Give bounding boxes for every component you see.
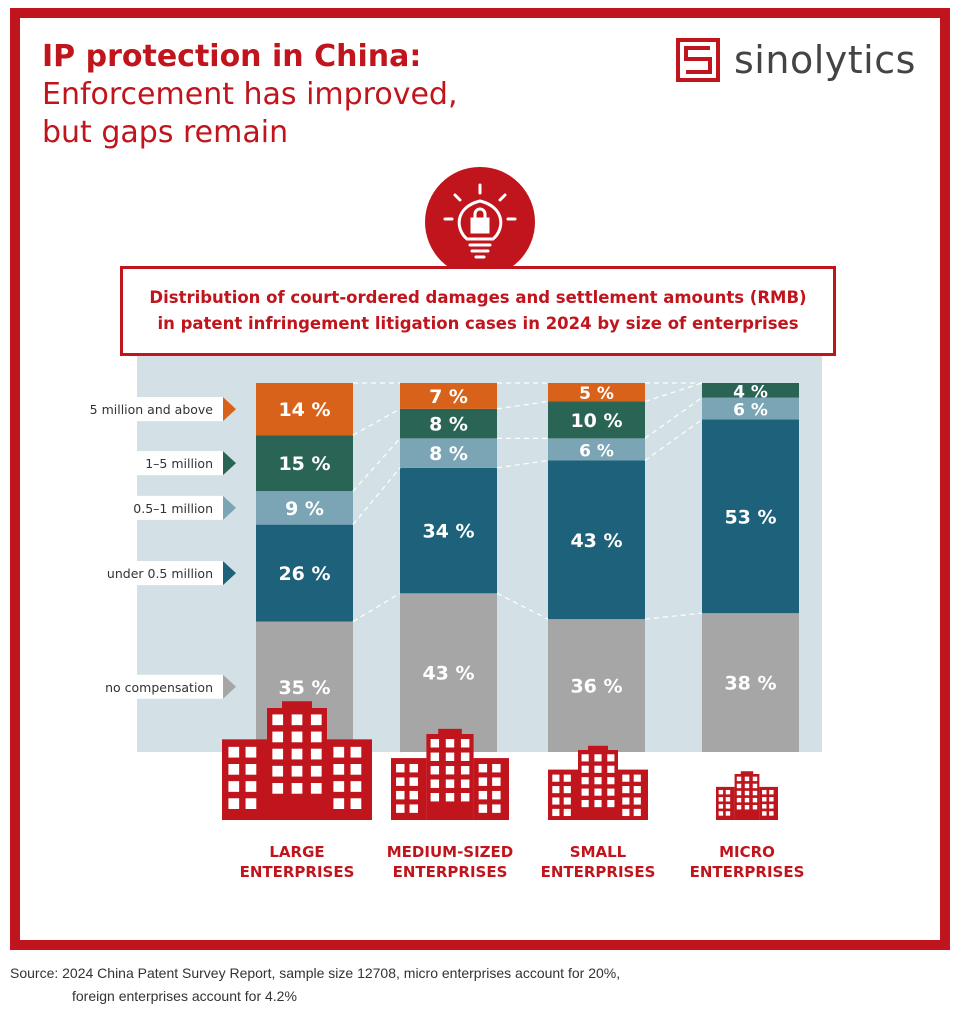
connector-line (352, 592, 401, 623)
category-label-line: ENTERPRISES (239, 863, 355, 881)
data-label: 10 % (570, 410, 622, 432)
bar-segment (256, 524, 353, 622)
connector-line (352, 437, 401, 492)
bar-segment (400, 593, 497, 752)
title-line-2: Enforcement has improved, (42, 77, 458, 112)
bar-segment (400, 408, 497, 439)
legend-label: 0.5–1 million (133, 501, 213, 516)
connector-line (496, 592, 549, 620)
data-label: 26 % (278, 563, 330, 585)
logo-text: sinolytics (734, 38, 916, 82)
data-label: 14 % (278, 399, 330, 421)
legend-arrow-icon (223, 397, 236, 422)
category-label-line: ENTERPRISES (540, 863, 656, 881)
source-line-2: foreign enterprises account for 4.2% (72, 988, 297, 1004)
data-label: 53 % (724, 506, 776, 528)
legend-label: 5 million and above (90, 402, 214, 417)
data-label: 4 % (733, 382, 768, 402)
legend-label: 1–5 million (145, 456, 213, 471)
data-label: 9 % (285, 498, 324, 520)
bar-segment (702, 613, 799, 752)
bar-segment (702, 397, 799, 420)
building-icon (391, 728, 509, 820)
bar-segment (548, 619, 645, 752)
bar-segment (548, 460, 645, 620)
data-label: 38 % (724, 673, 776, 695)
data-label: 34 % (422, 521, 474, 543)
data-label: 6 % (579, 441, 614, 461)
category-label-line: LARGE (269, 843, 325, 861)
connector-line (644, 382, 703, 403)
data-label: 8 % (429, 414, 468, 436)
legend-arrow-icon (223, 451, 236, 476)
bar-segment (400, 383, 497, 409)
category-label: SMALL ENTERPRISES (518, 842, 678, 882)
legend-label-box (73, 561, 223, 586)
bar-segment (702, 383, 799, 398)
data-label: 43 % (422, 663, 474, 685)
category-label-line: ENTERPRISES (689, 863, 805, 881)
bar-segment (400, 438, 497, 468)
building-icon (548, 745, 648, 820)
connector-line (644, 397, 703, 439)
bar-segment (256, 435, 353, 492)
category-label: MEDIUM-SIZED ENTERPRISES (370, 842, 530, 882)
chart-title: Distribution of court-ordered damages an… (120, 266, 836, 356)
legend-label: no compensation (105, 680, 213, 695)
source-line-1: Source: 2024 China Patent Survey Report,… (10, 965, 621, 981)
category-label: LARGE ENTERPRISES (217, 842, 377, 882)
building-icon (222, 701, 372, 820)
legend-arrow-icon (223, 674, 236, 699)
category-label-line: MICRO (719, 843, 775, 861)
bar-segment (548, 438, 645, 461)
bar-segment (256, 383, 353, 436)
sinolytics-s-square-icon (676, 38, 720, 82)
connector-line (644, 419, 703, 461)
legend-label-box (73, 451, 223, 476)
data-label: 7 % (429, 386, 468, 408)
connector-line (644, 612, 703, 620)
category-label: MICRO ENTERPRISES (667, 842, 827, 882)
chart-title-line-1: Distribution of court-ordered damages an… (149, 288, 807, 307)
bar-segment (702, 419, 799, 614)
category-label-line: MEDIUM-SIZED (386, 843, 514, 861)
category-label-line: ENTERPRISES (392, 863, 508, 881)
legend-label-box (73, 397, 223, 422)
data-label: 15 % (278, 453, 330, 475)
data-label: 5 % (579, 384, 614, 404)
legend-label-box (73, 674, 223, 699)
bar-segment (400, 467, 497, 594)
data-label: 36 % (570, 676, 622, 698)
data-label: 8 % (429, 443, 468, 465)
bar-segment (548, 401, 645, 439)
legend-arrow-icon (223, 495, 236, 520)
source-note: Source: 2024 China Patent Survey Report,… (10, 962, 620, 1008)
sinolytics-logo: sinolytics (676, 38, 916, 82)
legend-label-box (73, 495, 223, 520)
legend-label: under 0.5 million (107, 566, 213, 581)
title-line-1: IP protection in China: (42, 39, 422, 74)
data-label: 43 % (570, 530, 622, 552)
lightbulb-lock-icon (425, 167, 535, 277)
category-label-line: SMALL (569, 843, 627, 861)
page-title: IP protection in China: Enforcement has … (42, 38, 458, 152)
bar-segment (548, 383, 645, 402)
building-icon (716, 771, 778, 820)
data-label: 35 % (278, 677, 330, 699)
chart-title-line-2: in patent infringement litigation cases … (157, 314, 799, 333)
connector-line (352, 467, 401, 526)
data-label: 6 % (733, 401, 768, 421)
title-line-3: but gaps remain (42, 115, 289, 150)
legend-arrow-icon (223, 561, 236, 586)
bar-segment (256, 491, 353, 525)
